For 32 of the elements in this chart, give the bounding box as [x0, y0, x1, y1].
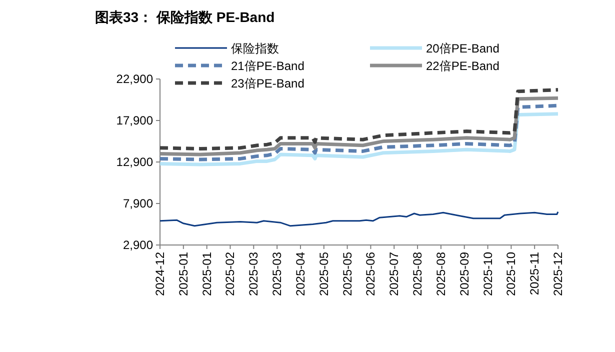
x-tick-label: 2025-09 [457, 252, 472, 296]
x-tick-label: 2025-03 [270, 252, 284, 296]
legend-label: 21倍PE-Band [231, 59, 304, 73]
x-tick-label: 2024-12 [153, 252, 167, 296]
x-tick-label: 2025-08 [410, 252, 425, 296]
line-series [158, 112, 560, 166]
x-tick-label: 2025-01 [176, 252, 190, 296]
y-tick-label: 7,900 [122, 196, 154, 210]
x-tick-label: 2025-12 [551, 252, 565, 296]
line-series [158, 88, 560, 150]
y-tick-label: 22,900 [116, 72, 154, 86]
x-tick-label: 2025-06 [364, 252, 378, 296]
legend-label: 保险指数 [231, 42, 279, 56]
x-tick-label: 2025-10 [480, 252, 495, 296]
x-tick-label: 2025-10 [504, 252, 518, 296]
x-tick-label: 2025-11 [528, 252, 542, 296]
x-tick-label: 2025-08 [434, 252, 448, 296]
x-tick-label: 2025-05 [316, 252, 331, 296]
x-tick-label: 2025-04 [293, 252, 308, 296]
x-tick-label: 2025-05 [340, 252, 354, 296]
legend-label: 22倍PE-Band [426, 59, 500, 73]
x-tick-label: 2025-03 [246, 252, 261, 296]
y-tick-label: 12,900 [116, 155, 154, 169]
x-tick-label: 2025-07 [387, 252, 402, 296]
legend-label: 23倍PE-Band [231, 76, 304, 90]
legend-label: 20倍PE-Band [426, 42, 500, 56]
chart-title: 图表33： 保险指数 PE-Band [95, 9, 275, 25]
y-tick-label: 17,900 [116, 114, 154, 128]
x-tick-label: 2025-02 [223, 252, 238, 296]
y-tick-label: 2,900 [122, 238, 154, 252]
line-series [159, 211, 559, 227]
x-tick-label: 2025-01 [200, 252, 214, 296]
